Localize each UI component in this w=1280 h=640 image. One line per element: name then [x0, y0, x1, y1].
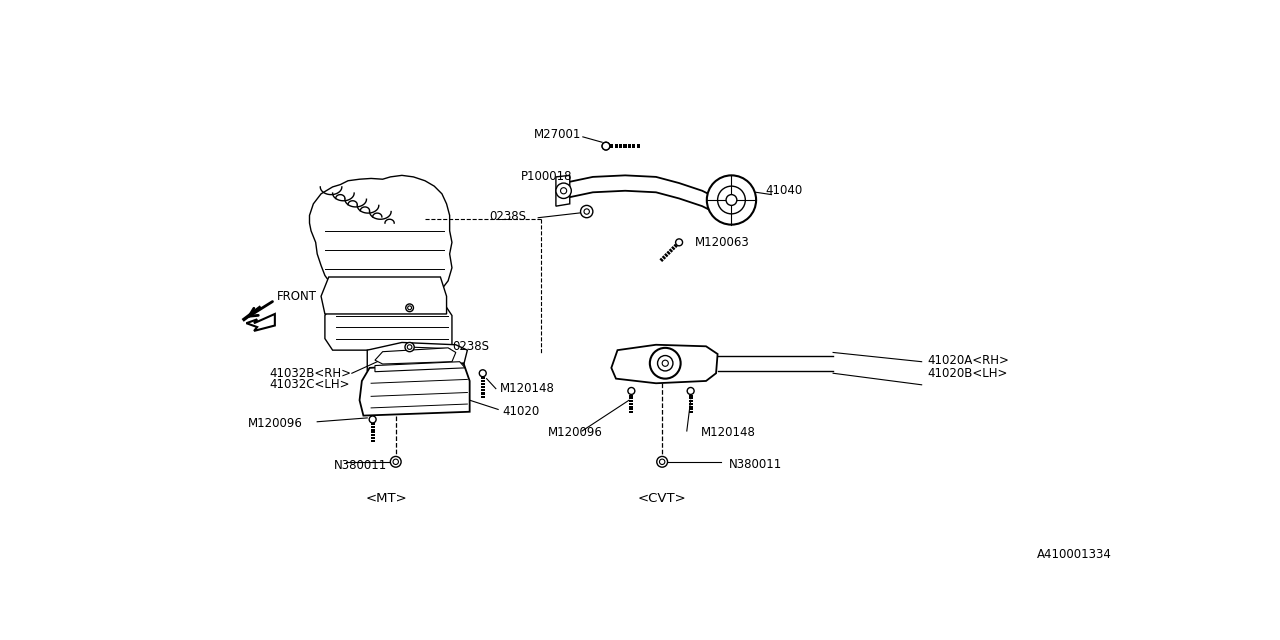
Text: <MT>: <MT> [366, 492, 407, 505]
Polygon shape [371, 440, 375, 442]
Circle shape [676, 239, 682, 246]
Text: M120148: M120148 [700, 426, 755, 439]
Polygon shape [662, 255, 666, 260]
Circle shape [479, 370, 486, 377]
Circle shape [584, 209, 589, 214]
Polygon shape [689, 395, 692, 397]
Circle shape [687, 387, 694, 394]
Polygon shape [360, 364, 470, 415]
Polygon shape [632, 144, 635, 148]
Polygon shape [689, 406, 692, 408]
Polygon shape [671, 246, 676, 250]
Polygon shape [630, 397, 634, 399]
Text: 41020A<RH>: 41020A<RH> [928, 354, 1010, 367]
Circle shape [718, 186, 745, 214]
Polygon shape [689, 400, 692, 402]
Polygon shape [481, 383, 485, 385]
Text: A410001334: A410001334 [1037, 548, 1112, 561]
Text: 41040: 41040 [765, 184, 803, 197]
Polygon shape [371, 431, 375, 433]
Polygon shape [310, 175, 452, 309]
Circle shape [369, 416, 376, 423]
Text: M120148: M120148 [499, 382, 554, 395]
Polygon shape [371, 423, 375, 425]
Polygon shape [367, 342, 467, 371]
Polygon shape [659, 258, 664, 262]
Polygon shape [689, 403, 692, 405]
Text: P100018: P100018 [521, 170, 572, 184]
Circle shape [662, 360, 668, 366]
Text: 41032C<LH>: 41032C<LH> [270, 378, 349, 391]
Text: M120096: M120096 [248, 417, 303, 430]
Text: 41032B<RH>: 41032B<RH> [270, 367, 352, 380]
Circle shape [404, 342, 415, 352]
Circle shape [628, 387, 635, 394]
Polygon shape [481, 387, 485, 388]
Polygon shape [673, 244, 678, 248]
Circle shape [659, 459, 664, 465]
Text: N380011: N380011 [334, 459, 388, 472]
Circle shape [556, 183, 571, 198]
Polygon shape [667, 251, 671, 255]
Circle shape [657, 456, 668, 467]
Polygon shape [321, 277, 447, 314]
Text: 41020: 41020 [502, 405, 539, 419]
Polygon shape [371, 434, 375, 436]
Circle shape [602, 142, 609, 150]
Polygon shape [620, 144, 622, 148]
Polygon shape [689, 397, 692, 399]
Polygon shape [481, 396, 485, 397]
Polygon shape [668, 248, 673, 253]
Circle shape [650, 348, 681, 379]
Circle shape [406, 304, 413, 312]
Circle shape [707, 175, 756, 225]
Polygon shape [630, 395, 634, 397]
Polygon shape [689, 408, 692, 410]
Circle shape [561, 188, 567, 194]
Circle shape [726, 195, 737, 205]
Text: 0238S: 0238S [452, 340, 489, 353]
Circle shape [390, 456, 401, 467]
Polygon shape [630, 406, 634, 408]
Text: M27001: M27001 [534, 128, 581, 141]
Polygon shape [611, 144, 613, 148]
Polygon shape [371, 429, 375, 431]
Polygon shape [628, 144, 631, 148]
Circle shape [581, 205, 593, 218]
Polygon shape [636, 144, 640, 148]
Polygon shape [612, 345, 718, 383]
Polygon shape [371, 426, 375, 428]
Polygon shape [481, 377, 485, 379]
Polygon shape [556, 175, 570, 206]
Polygon shape [481, 380, 485, 382]
Circle shape [658, 356, 673, 371]
Text: N380011: N380011 [730, 458, 782, 470]
Polygon shape [630, 403, 634, 405]
Text: 41020B<LH>: 41020B<LH> [928, 367, 1009, 380]
Text: M120096: M120096 [548, 426, 603, 439]
Polygon shape [664, 253, 668, 257]
Polygon shape [375, 348, 456, 364]
Polygon shape [481, 392, 485, 395]
Polygon shape [630, 400, 634, 402]
Polygon shape [325, 304, 452, 350]
Polygon shape [630, 408, 634, 410]
Text: 0238S: 0238S [489, 211, 526, 223]
Polygon shape [689, 411, 692, 413]
Polygon shape [481, 389, 485, 392]
Polygon shape [246, 314, 275, 331]
Polygon shape [371, 437, 375, 439]
Polygon shape [623, 144, 626, 148]
Text: M120063: M120063 [695, 236, 749, 249]
Circle shape [407, 306, 412, 310]
Polygon shape [375, 362, 465, 372]
Circle shape [602, 142, 609, 150]
Text: <CVT>: <CVT> [637, 492, 686, 505]
Circle shape [407, 345, 412, 349]
Polygon shape [563, 175, 718, 214]
Polygon shape [614, 144, 618, 148]
Text: FRONT: FRONT [278, 290, 317, 303]
Circle shape [393, 459, 398, 465]
Polygon shape [630, 411, 634, 413]
